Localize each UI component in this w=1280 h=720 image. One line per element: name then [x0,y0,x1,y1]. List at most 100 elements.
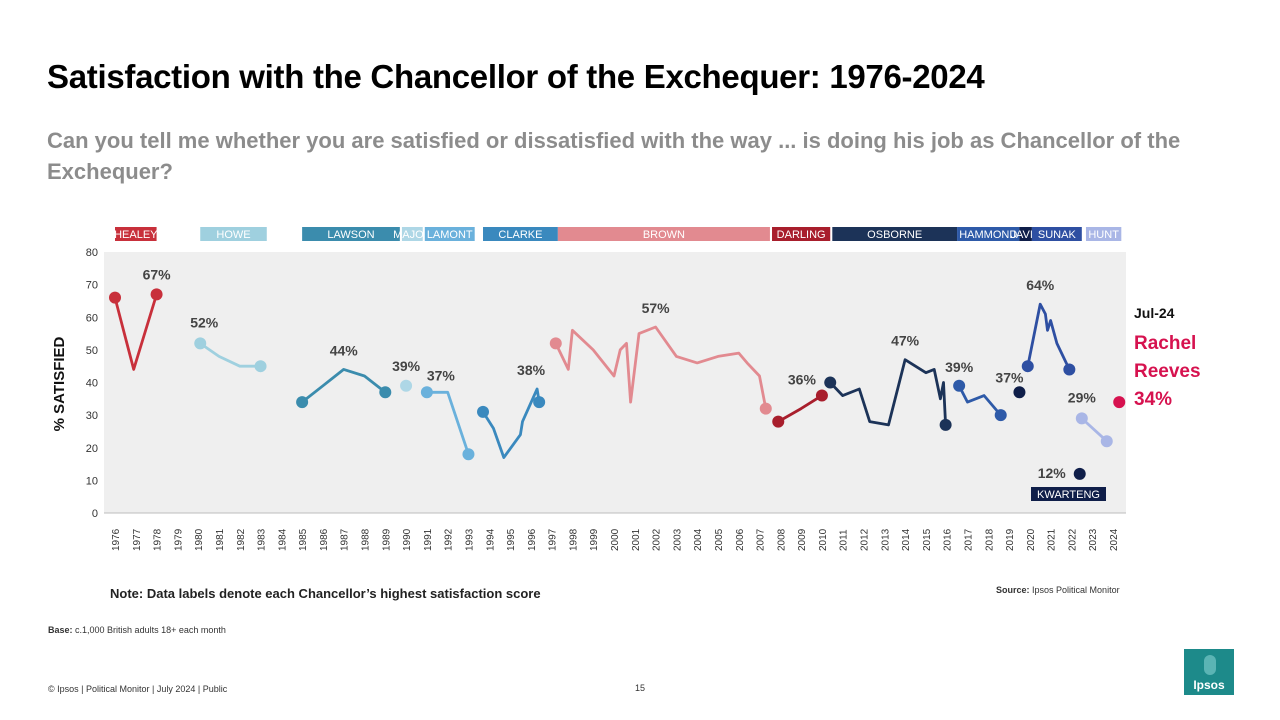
x-tick-label: 2005 [714,528,725,551]
x-tick-label: 2016 [943,528,954,551]
series-line-hammond [957,385,1002,417]
footer-text: © Ipsos | Political Monitor | July 2024 … [48,684,228,694]
endpoint-marker-hunt [1100,435,1113,448]
chancellor-tag-sunak [1031,227,1082,241]
chancellor-tag-healey [115,227,157,241]
x-tick-label: 2018 [984,528,995,551]
series-line-osborne [829,358,947,427]
endpoint-marker-clarke [477,405,490,418]
x-tick-label: 2012 [860,528,871,551]
x-tick-label: 2009 [797,528,808,551]
endpoint-marker-howe [254,360,267,373]
data-label-osborne: 47% [891,333,920,349]
x-tick-label: 1995 [506,528,517,551]
callout-date: Jul-24 [1134,305,1175,321]
y-axis-label: % SATISFIED [51,336,68,431]
endpoint-marker-lamont [420,386,433,399]
data-label-healey: 67% [143,266,172,282]
source-note: Source: Ipsos Political Monitor [996,585,1120,595]
chancellor-tag-label-darling: DARLING [777,229,826,241]
data-label-lamont: 37% [427,367,456,383]
endpoint-marker-darling [815,389,828,402]
x-tick-label: 2020 [1026,528,1037,551]
x-tick-label: 1992 [444,528,455,551]
x-tick-label: 2021 [1047,528,1058,551]
data-label-hunt: 29% [1068,389,1097,405]
chancellor-tag-label-hunt: HUNT [1088,229,1119,241]
x-tick-label: 2002 [652,528,663,551]
chancellor-tag-kwarteng [1031,487,1106,501]
chancellor-tag-label-healey: HEALEY [114,229,158,241]
chancellor-tag-howe [200,227,267,241]
x-tick-label: 2011 [839,529,850,551]
chancellor-tag-hunt [1085,227,1122,241]
x-tick-label: 2019 [1005,528,1016,551]
chancellor-tag-label-lawson: LAWSON [327,229,374,241]
endpoint-marker-sunak [1021,360,1034,373]
x-tick-label: 1976 [111,528,122,551]
chancellor-tag-lawson [302,227,400,241]
x-tick-label: 1998 [568,528,579,551]
endpoint-marker-kwarteng [1073,467,1086,480]
x-tick-label: 2014 [901,528,912,551]
data-label-javid: 37% [995,369,1024,385]
x-tick-label: 1983 [257,528,268,551]
ipsos-logo: Ipsos [1184,649,1234,695]
series-line-darling [777,394,823,423]
endpoint-marker-osborne [939,418,952,431]
logo-mark-icon [1204,655,1216,675]
x-tick-label: 1997 [548,528,559,551]
y-tick-label: 70 [86,280,98,292]
source-text: Ipsos Political Monitor [1032,585,1120,595]
endpoint-marker-brown [759,402,772,415]
series-line-howe [199,342,261,368]
chancellor-tag-label-howe: HOWE [216,229,250,241]
x-tick-label: 1986 [319,528,330,551]
page-number: 15 [635,683,646,693]
endpoint-marker-lamont [462,448,475,461]
data-label-brown: 57% [642,300,671,316]
logo-text: Ipsos [1193,678,1225,692]
endpoint-marker-reeves [1113,396,1126,409]
x-tick-label: 1990 [402,528,413,551]
x-tick-label: 1985 [298,528,309,551]
x-tick-label: 1984 [277,528,288,551]
data-label-howe: 52% [190,314,219,330]
chancellor-tag-clarke [483,227,558,241]
x-tick-label: 2013 [880,528,891,551]
y-tick-label: 30 [86,410,98,422]
chancellor-tag-label-major: MAJOR [393,229,432,241]
y-tick-label: 10 [86,475,98,487]
page-title: Satisfaction with the Chancellor of the … [47,58,985,95]
x-tick-label: 1981 [215,528,226,551]
y-tick-label: 0 [92,508,98,520]
chancellor-tag-label-hammond: HAMMOND [959,229,1017,241]
x-tick-label: 2007 [756,528,767,551]
endpoint-marker-brown [549,337,562,350]
x-tick-label: 1993 [464,528,475,551]
y-tick-label: 80 [86,247,98,259]
x-tick-label: 2017 [963,528,974,551]
chancellor-tag-javid [1019,227,1032,241]
chancellor-tag-label-osborne: OSBORNE [867,229,922,241]
x-tick-label: 2022 [1067,528,1078,551]
chancellor-tag-lamont [424,227,475,241]
x-tick-label: 1980 [194,528,205,551]
chancellor-tag-label-lamont: LAMONT [427,229,473,241]
endpoint-marker-healey [109,291,121,304]
x-tick-label: 1977 [132,528,143,551]
x-tick-label: 2015 [922,528,933,551]
endpoint-marker-lawson [379,386,392,399]
data-label-hammond: 39% [945,359,974,375]
x-tick-label: 2024 [1109,528,1120,551]
callout-value: 34% [1134,389,1172,410]
chancellor-tag-osborne [832,227,958,241]
endpoint-marker-hammond [994,409,1007,422]
chancellor-tag-label-sunak: SUNAK [1038,229,1077,241]
y-tick-label: 20 [86,443,98,455]
x-tick-label: 1991 [423,528,434,551]
x-tick-label: 1994 [485,528,496,551]
x-tick-label: 1996 [527,528,538,551]
endpoint-marker-howe [194,337,207,350]
